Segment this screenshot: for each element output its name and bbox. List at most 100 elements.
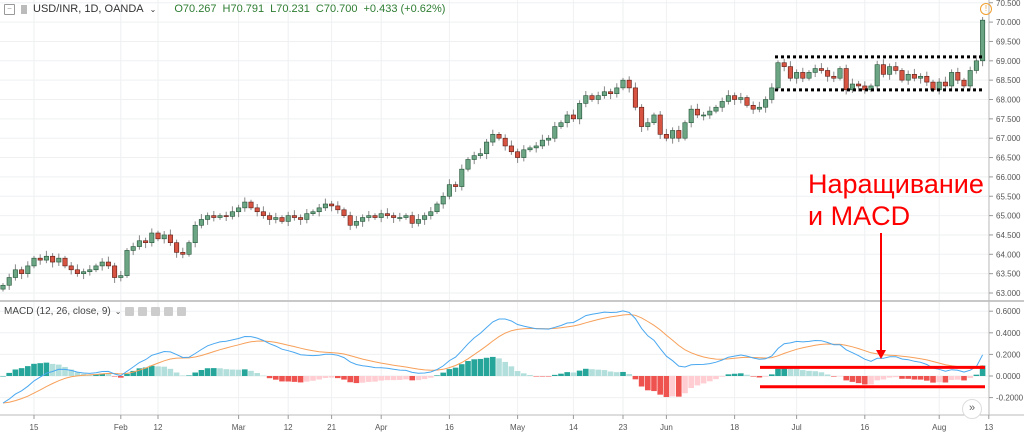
time-axis-label: Apr — [375, 423, 388, 432]
macd-histogram-bar — [576, 370, 583, 376]
candle-up — [887, 66, 893, 75]
candle-up — [719, 101, 725, 108]
candle-down — [279, 217, 285, 222]
macd-histogram-bar — [725, 374, 732, 376]
candle-down — [787, 66, 793, 79]
candle-up — [682, 122, 688, 139]
macd-histogram-bar — [434, 375, 440, 376]
price-axis-label: 67.000 — [996, 134, 1021, 143]
candle-up — [25, 265, 31, 274]
macd-histogram-bar — [676, 376, 682, 397]
time-axis-label: 18 — [730, 423, 739, 432]
candle-up — [577, 103, 583, 120]
candle-down — [831, 75, 837, 79]
macd-histogram-bar — [6, 372, 12, 376]
candle-up — [465, 159, 471, 170]
candle-down — [502, 137, 508, 147]
candle-up — [812, 68, 818, 73]
symbol-icon — [21, 4, 27, 14]
more-icon[interactable] — [164, 307, 174, 316]
candle-down — [632, 87, 638, 108]
macd-histogram-bar — [812, 371, 818, 376]
candle-up — [434, 203, 440, 213]
scroll-to-realtime-button[interactable]: » — [962, 399, 982, 419]
time-axis-label: Feb — [114, 423, 128, 432]
visibility-icon[interactable] — [125, 307, 135, 316]
macd-histogram-bar — [924, 376, 930, 381]
macd-histogram-bar — [347, 376, 353, 383]
candle-down — [893, 66, 899, 71]
candle-down — [180, 252, 186, 255]
macd-histogram-bar — [533, 376, 539, 377]
candle-up — [849, 83, 855, 91]
macd-histogram-bar — [223, 369, 229, 376]
alert-icon[interactable]: ! — [980, 3, 992, 15]
chevron-down-icon[interactable]: ⌄ — [114, 307, 122, 316]
macd-histogram-bar — [0, 376, 6, 377]
price-axis-label: 64.500 — [996, 231, 1021, 240]
macd-histogram-bar — [459, 364, 465, 376]
candle-up — [756, 106, 762, 110]
candle-up — [651, 114, 657, 124]
candle-up — [546, 137, 552, 141]
candle-up — [670, 130, 676, 139]
chevron-down-icon[interactable]: ⌄ — [149, 4, 157, 14]
macd-histogram-bar — [688, 376, 694, 389]
macd-histogram-bar — [570, 372, 577, 376]
time-axis-label: 21 — [327, 423, 336, 432]
candle-up — [725, 95, 731, 102]
candle-down — [174, 242, 180, 253]
close-icon[interactable] — [177, 307, 187, 316]
macd-histogram-bar — [558, 373, 564, 376]
macd-histogram-bar — [663, 376, 670, 398]
candle-up — [229, 211, 235, 217]
macd-title[interactable]: MACD (12, 26, close, 9) — [4, 306, 111, 317]
macd-histogram-bar — [409, 376, 415, 381]
candle-up — [837, 68, 843, 79]
macd-histogram-bar — [136, 368, 143, 376]
settings-icon[interactable] — [138, 307, 148, 316]
macd-histogram-bar — [979, 365, 986, 376]
ohlc-close: C70.700 — [315, 3, 358, 15]
candle-up — [645, 122, 651, 127]
source-code-icon[interactable] — [151, 307, 161, 316]
candle-down — [68, 265, 74, 271]
macd-histogram-bar — [521, 373, 527, 376]
candle-down — [626, 79, 632, 89]
candle-up — [242, 201, 248, 209]
candle-down — [955, 72, 961, 81]
macd-histogram-bar — [56, 364, 62, 376]
macd-histogram-bar — [632, 376, 639, 380]
price-axis-label: 69.000 — [996, 57, 1021, 66]
macd-histogram-bar — [49, 363, 56, 376]
macd-histogram-bar — [397, 376, 403, 380]
symbol-name[interactable]: USD/INR, 1D, OANDA — [33, 3, 144, 15]
candle-down — [843, 68, 849, 91]
price-axis-label: 68.500 — [996, 76, 1021, 85]
candle-down — [50, 255, 56, 263]
macd-histogram-bar — [880, 376, 887, 380]
time-axis-label: 23 — [619, 423, 628, 432]
candle-up — [6, 277, 12, 286]
candle-up — [205, 215, 211, 220]
candle-up — [198, 219, 204, 226]
macd-histogram-bar — [142, 367, 149, 376]
candle-up — [738, 97, 744, 100]
price-axis-label: 65.000 — [996, 212, 1021, 221]
macd-histogram-bar — [180, 375, 186, 376]
macd-histogram-bar — [583, 368, 589, 376]
macd-histogram-bar — [787, 367, 794, 376]
macd-histogram-bar — [762, 376, 769, 377]
macd-axis-label: 0.2000 — [996, 350, 1021, 359]
candle-up — [918, 75, 924, 79]
candle-down — [391, 215, 397, 218]
candle-down — [267, 215, 273, 220]
macd-histogram-bar — [862, 376, 868, 385]
candle-up — [366, 215, 372, 218]
candle-up — [980, 19, 986, 62]
macd-histogram-bar — [161, 366, 167, 376]
candle-up — [186, 242, 192, 255]
macd-histogram-bar — [322, 376, 329, 379]
collapse-icon[interactable]: − — [4, 3, 15, 15]
